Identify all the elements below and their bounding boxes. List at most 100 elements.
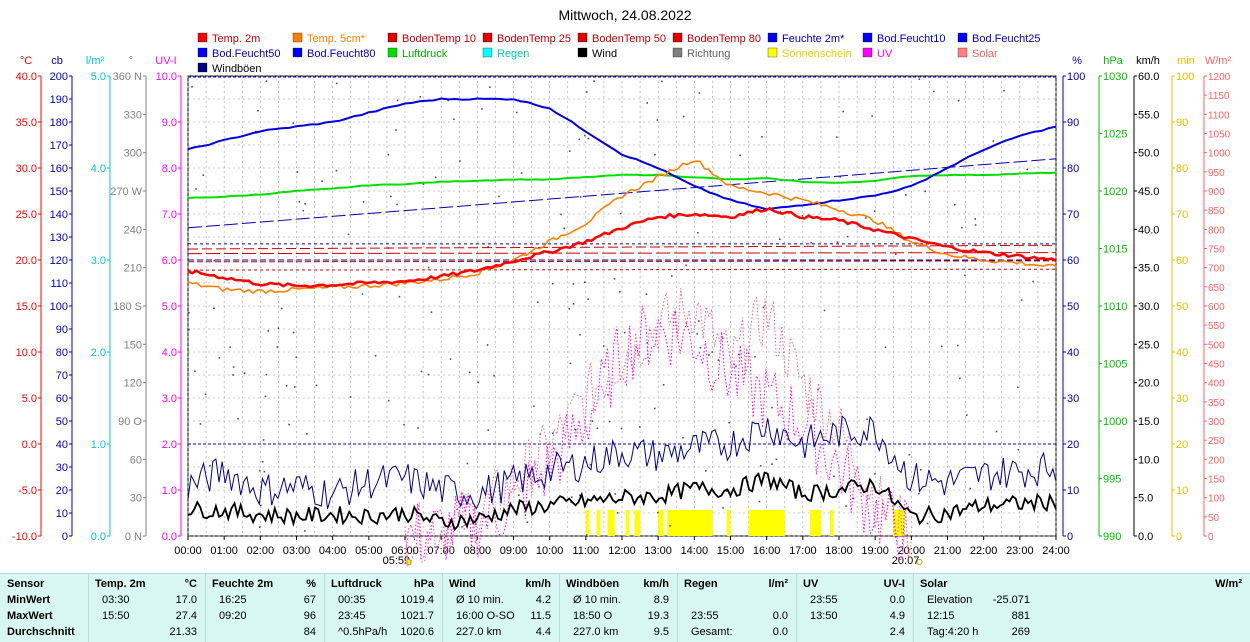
direction-point: [735, 365, 737, 368]
direction-point: [884, 346, 887, 349]
legend-label: Luftdruck: [402, 48, 448, 60]
axis-tick-label-left: 100: [50, 301, 68, 313]
stats-row: 00:35 1019.4: [324, 594, 442, 610]
stats-header-unit: km/h: [525, 578, 551, 590]
axis-tick-label-left: 35.0: [16, 117, 37, 129]
direction-point: [265, 80, 268, 82]
direction-point: [589, 463, 592, 466]
direction-point: [682, 436, 684, 439]
stats-header-label: Luftdruck: [331, 578, 382, 590]
direction-point: [188, 328, 190, 331]
axis-tick-label-right: 10.0: [1138, 454, 1159, 466]
direction-point: [361, 293, 364, 295]
stats-cell-label: 00:35: [338, 594, 366, 606]
axis-tick-label-left: 8.0: [162, 163, 177, 175]
direction-point: [965, 414, 968, 416]
axis-tick-label-right: 30: [1176, 393, 1188, 405]
series-line-bodentemp-25: [187, 252, 1057, 255]
direction-point: [758, 500, 761, 503]
direction-point: [992, 140, 995, 142]
direction-point: [330, 535, 333, 538]
sunrise-label: 05:59: [383, 555, 411, 567]
direction-point: [263, 470, 266, 473]
direction-point: [653, 407, 656, 410]
stats-cell-value: 4.9: [889, 610, 905, 622]
axis-unit-left: °: [129, 55, 133, 67]
legend-swatch: [482, 32, 493, 43]
axis-tick-label-right: 90: [1176, 117, 1188, 129]
axis-tick-label-left: 3.0: [91, 255, 106, 267]
axis-tick-label-left: 0.0: [22, 439, 37, 451]
direction-point: [570, 496, 573, 498]
direction-point: [396, 99, 399, 102]
stats-header-row: Solar W/m²: [913, 578, 1250, 594]
stats-cell-label: Gesamt:: [691, 626, 733, 638]
direction-point: [586, 534, 588, 536]
direction-point: [623, 331, 626, 334]
axis-tick-label-left: 210: [124, 263, 142, 275]
direction-point: [292, 122, 294, 125]
legend-label: BodenTemp 10: [402, 33, 476, 45]
direction-point: [817, 388, 819, 391]
direction-point: [957, 99, 960, 102]
direction-point: [964, 274, 966, 277]
legend-label: Feuchte 2m*: [782, 33, 845, 45]
direction-point: [722, 337, 724, 340]
direction-point: [832, 475, 835, 477]
stats-cell-value: 2.4: [889, 626, 905, 638]
direction-point: [202, 174, 205, 176]
axis-tick-label-left: 90 O: [118, 416, 142, 428]
legend-label: UV: [877, 48, 893, 60]
direction-point: [296, 171, 299, 173]
stats-cell-label: MinWert: [7, 594, 51, 606]
axis-tick-label-left: 330: [124, 109, 142, 121]
stats-column: Temp. 2m °C 03:30 17.0 15:50 27.4 21.33: [88, 574, 206, 642]
sunshine-bar: [667, 510, 713, 536]
direction-point: [584, 134, 586, 137]
direction-point: [362, 201, 365, 203]
direction-point: [596, 427, 599, 430]
direction-point: [232, 374, 234, 376]
axis-tick-label-right: 1000: [1208, 149, 1231, 160]
stats-cell-value: 269: [1011, 626, 1030, 638]
axis-tick-label-right: 700: [1208, 264, 1225, 275]
axis-tick-label-left: 4.0: [91, 163, 106, 175]
stats-cell-value: -25.071: [992, 594, 1030, 606]
direction-point: [845, 505, 847, 507]
axis-tick-label-right: 1100: [1208, 110, 1230, 121]
stats-header-label: Solar: [920, 578, 948, 590]
axis-tick-label-right: 1015: [1103, 244, 1127, 256]
axis-tick-label-left: 170: [50, 140, 68, 152]
axis-tick-label-right: 995: [1103, 474, 1121, 486]
axis-tick-label-right: 40: [1176, 347, 1188, 359]
direction-point: [449, 358, 452, 360]
stats-cell-label: 03:30: [102, 594, 130, 606]
direction-point: [420, 370, 423, 373]
x-tick-label: 10:00: [536, 545, 564, 557]
legend-label: Temp. 2m: [212, 33, 260, 45]
direction-point: [387, 399, 390, 402]
direction-point: [846, 235, 849, 238]
direction-point: [304, 530, 306, 532]
direction-point: [306, 433, 308, 435]
direction-point: [919, 469, 922, 471]
direction-point: [453, 118, 455, 121]
x-axis: 00:00 01:00 02:00 03:00 04:00 05:00 06:00 07:00…: [174, 536, 1070, 567]
x-tick-label: 15:00: [717, 545, 745, 557]
direction-point: [995, 430, 998, 433]
axis-tick-label-right: 300: [1208, 417, 1225, 428]
right-axes: %1009080706050403020100hPa10301025102010…: [1062, 55, 1231, 543]
stats-row: Ø 10 min. 8.9: [559, 594, 677, 610]
stats-cell-label: 23:55: [691, 610, 719, 622]
axis-tick-label-right: 50: [1067, 301, 1079, 313]
stats-column: Wind km/h Ø 10 min. 4.2 16:00 O-SO 11.5 227.0 …: [442, 574, 560, 642]
direction-point: [699, 347, 702, 349]
axis-tick-label-right: 550: [1208, 321, 1225, 332]
direction-point: [477, 381, 480, 384]
legend-label: BodenTemp 25: [497, 33, 571, 45]
direction-point: [639, 426, 641, 428]
direction-point: [262, 439, 265, 441]
legend-label: Richtung: [687, 48, 730, 60]
axis-tick-label-left: 120: [124, 378, 142, 390]
direction-point: [1003, 89, 1005, 92]
